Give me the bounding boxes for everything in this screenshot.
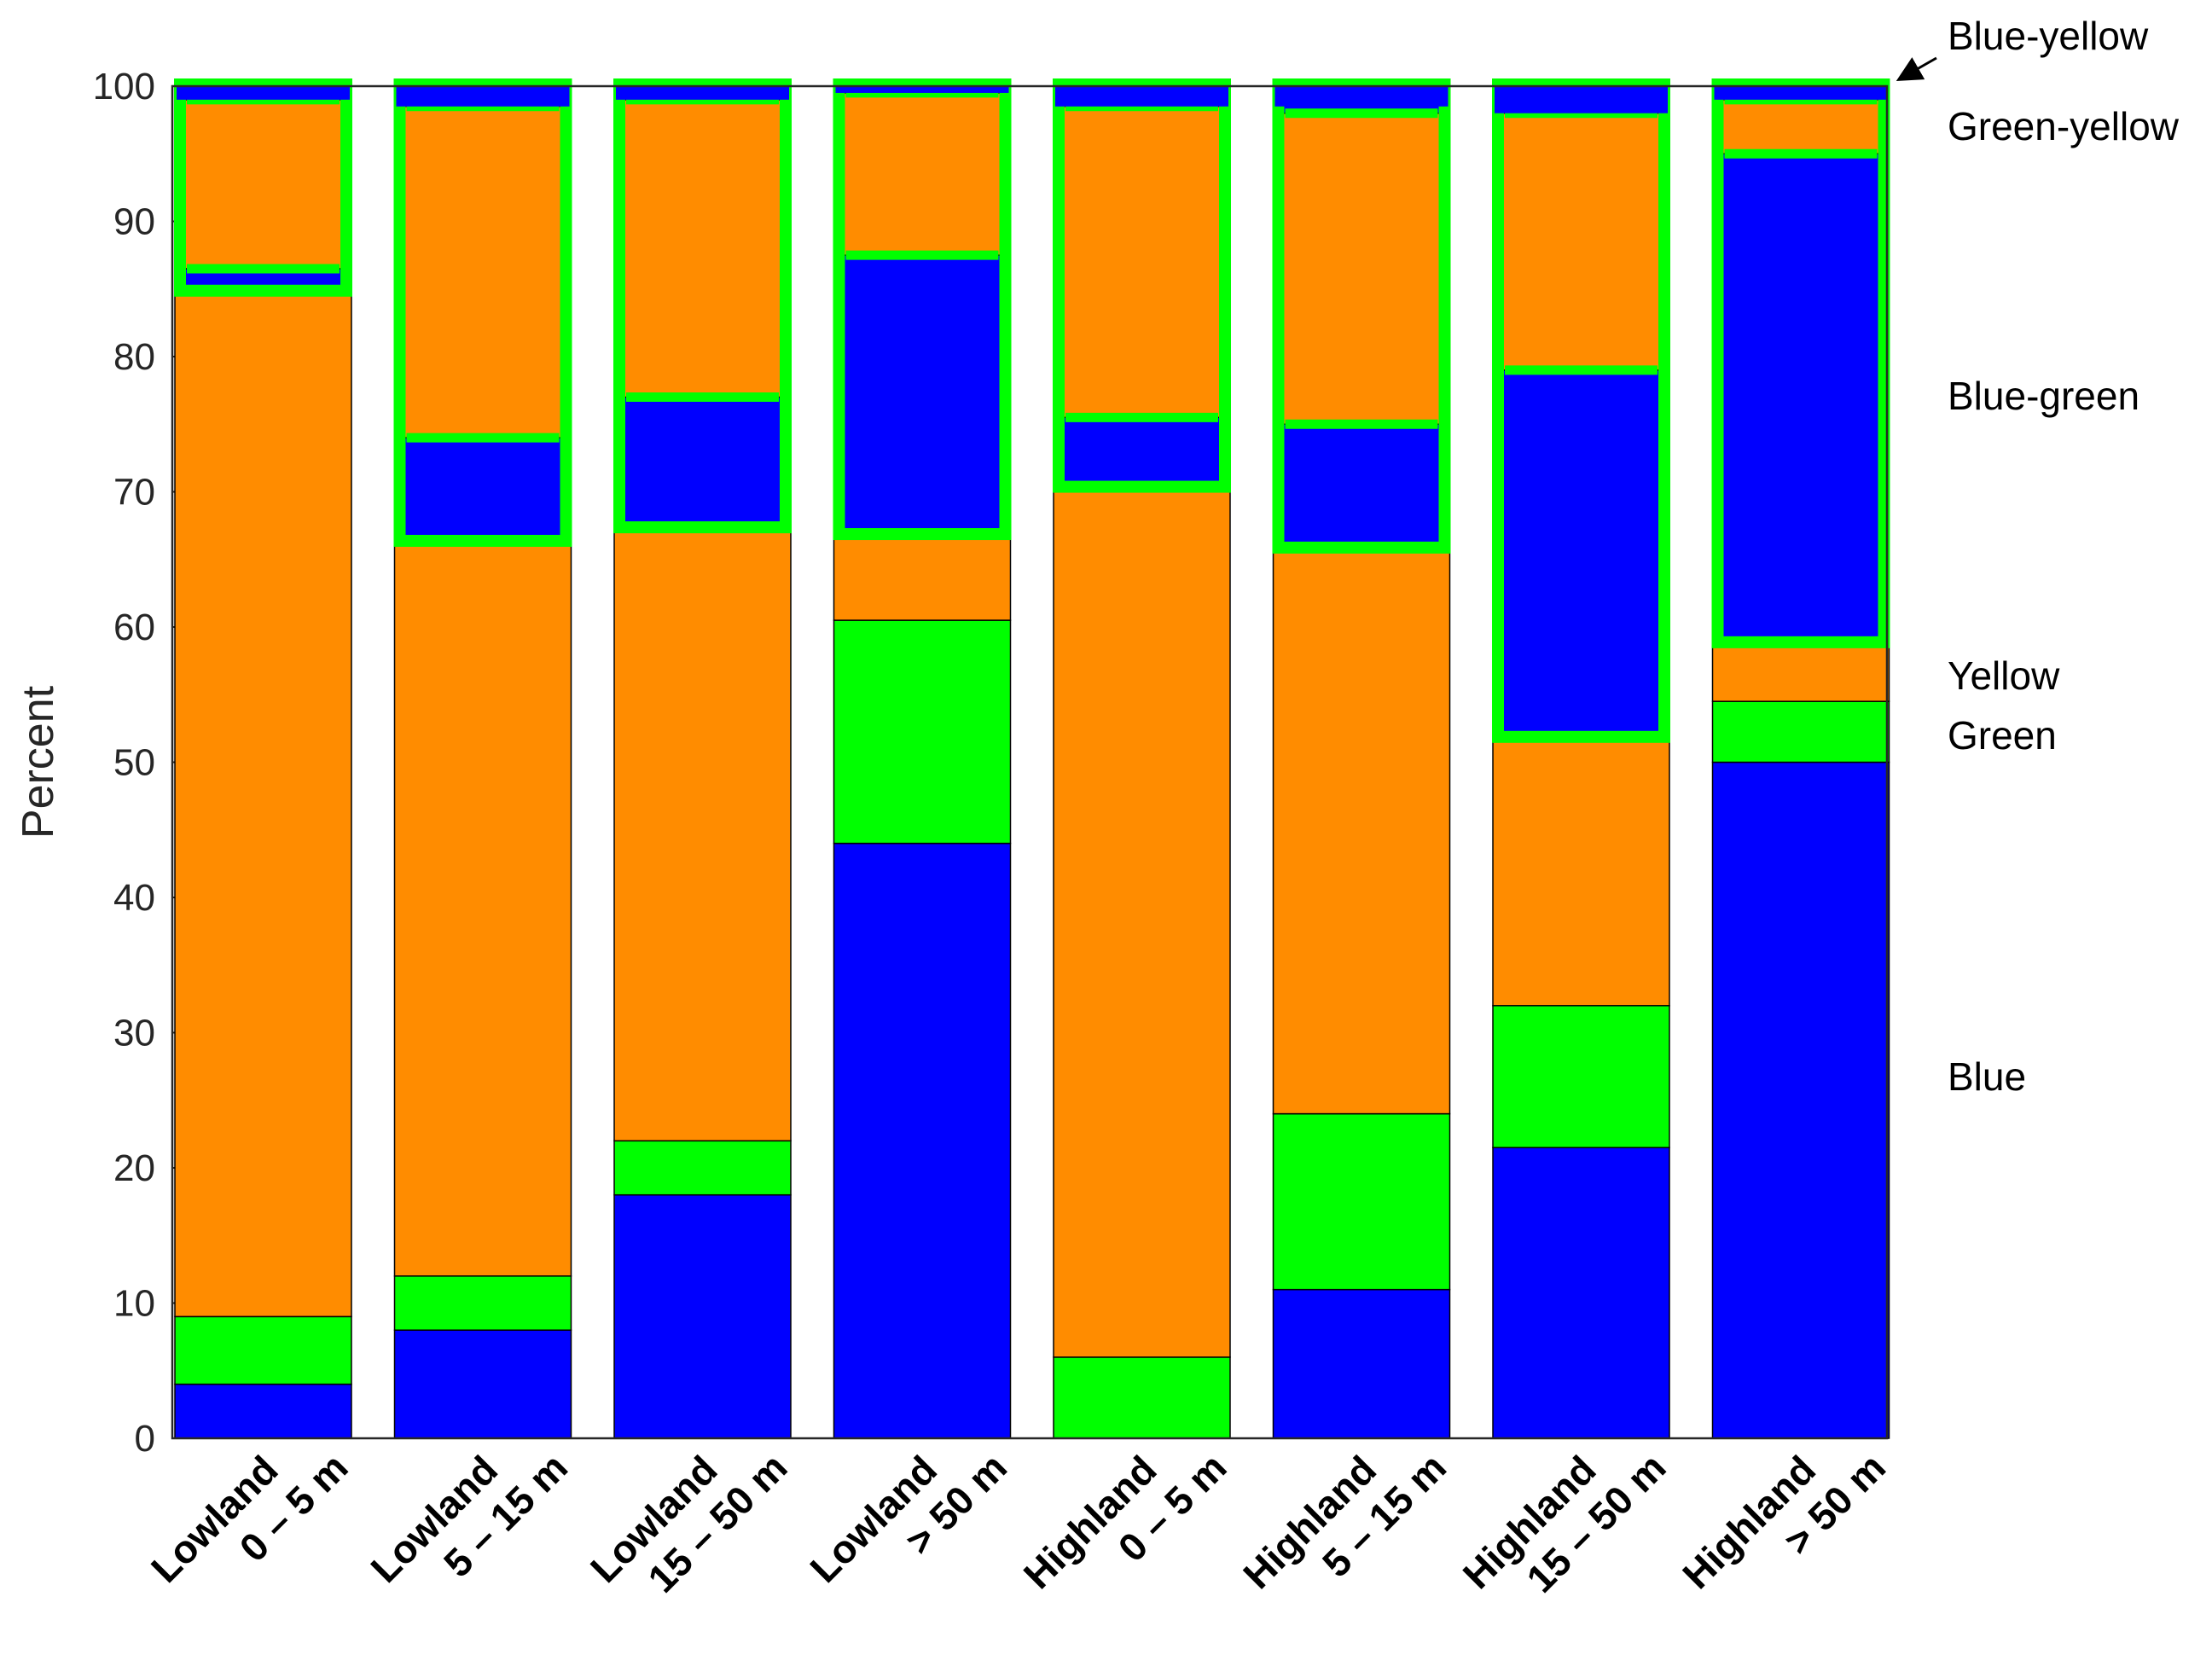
bar-segment [833,92,1012,256]
bar-cap-segment [616,86,789,100]
bar-segment [613,525,792,1142]
highlight-outline [393,78,572,547]
bar-segment [1492,734,1670,1007]
y-tick-label: 50 [113,742,155,784]
bar-segment [1492,112,1670,371]
bar-segment [174,1383,352,1439]
highlight-outline [1492,78,1670,743]
highlight-outline [174,78,352,297]
bar-segment [1053,416,1231,486]
bar-segment [1272,423,1451,547]
plot-frame [171,84,1889,1440]
y-tick-label: 90 [113,201,155,243]
bar-segment [1711,700,1890,764]
bar-cap-segment [1714,86,1888,100]
y-tick-label: 10 [113,1283,155,1325]
frame-layer [171,84,1889,1440]
y-tick-label: 80 [113,336,155,378]
bar-cap-segment [1495,86,1668,113]
highlight-outline [1272,78,1451,554]
legend-label: Green-yellow [1948,104,2180,148]
y-tick-label: 100 [93,66,155,107]
highlight-outline [1053,78,1231,493]
bar-segment [1053,1356,1231,1439]
bar-segment [174,1315,352,1385]
bar-segment [613,1140,792,1196]
y-tick-label: 70 [113,472,155,514]
bar-segment [1492,1005,1670,1148]
bar-segment [174,99,352,270]
bar-segment [833,842,1012,1439]
bar-segment [613,1193,792,1439]
bar-cap-segment [1274,86,1449,107]
bar-segment [1492,1147,1670,1439]
bar-segment [833,254,1012,533]
highlight-outline [1711,78,1890,648]
x-category-label: Lowland> 50 m [801,1444,1015,1591]
y-tick-label: 60 [113,607,155,648]
bar-segment [393,1329,572,1439]
bar-segment [1711,153,1890,642]
bar-segment [613,396,792,526]
bar-segment [393,1275,572,1331]
legend-label: Blue [1948,1054,2026,1099]
y-tick-label: 0 [135,1418,155,1460]
y-tick-label: 30 [113,1013,155,1054]
bar-segment [1272,1112,1451,1291]
bar-segment [1711,99,1890,154]
bar-segment [1272,1288,1451,1439]
bar-segment [1053,106,1231,419]
bar-segment [833,619,1012,845]
y-axis-label: Percent [14,685,63,839]
bar-segment [1272,112,1451,425]
legend-label: Blue-yellow [1948,14,2149,58]
legend-label: Blue-green [1948,374,2139,418]
bar-cap-segment [396,86,570,107]
bar-segment [393,437,572,540]
bar-segment [393,106,572,438]
bar-cap-segment [1055,86,1228,107]
legend-layer: Blue-yellow Green-yellow Blue-green Yellow G… [1896,14,2180,1099]
y-tick-label: 20 [113,1147,155,1189]
highlight-outline [613,78,792,534]
bar-segment [1711,761,1890,1439]
legend-arrow [1896,56,1937,81]
highlight-layer [174,78,1890,743]
bar-segment [833,531,1012,621]
x-category-label: Highland> 50 m [1674,1444,1894,1597]
bar-segment [1053,484,1231,1358]
bars-layer [174,85,1890,1439]
highlight-outline [833,78,1012,541]
bar-cap-segment [177,86,350,100]
y-tick-label: 40 [113,877,155,919]
bar-segment [393,538,572,1277]
bar-segment [174,288,352,1318]
legend-label: Yellow [1948,653,2060,698]
legend-label: Green [1948,713,2057,758]
bar-cap-segment [835,86,1009,93]
bar-segment [1711,640,1890,702]
bar-segment [1272,545,1451,1115]
bar-segment [613,99,792,398]
bar-segment [1492,369,1670,736]
